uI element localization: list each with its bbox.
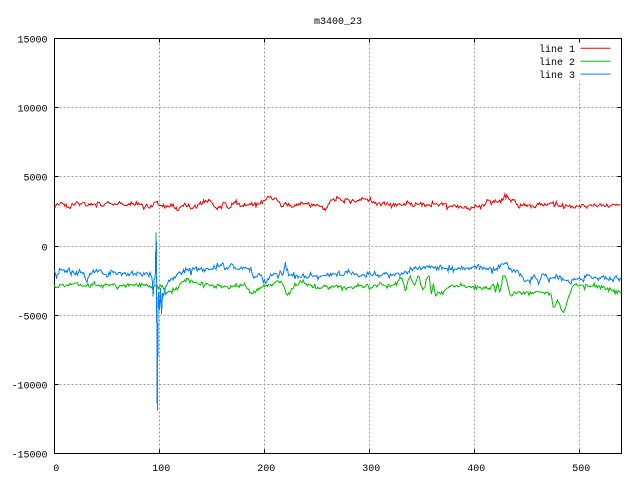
svg-text:5000: 5000 <box>23 173 47 184</box>
svg-text:200: 200 <box>257 464 275 475</box>
svg-text:-15000: -15000 <box>11 450 47 461</box>
svg-text:15000: 15000 <box>17 35 47 46</box>
svg-text:400: 400 <box>467 464 485 475</box>
svg-text:10000: 10000 <box>17 104 47 115</box>
svg-text:line 1: line 1 <box>539 44 575 56</box>
svg-text:m3400_23: m3400_23 <box>314 17 362 28</box>
svg-text:0: 0 <box>41 243 47 254</box>
svg-text:line 2: line 2 <box>539 57 575 69</box>
svg-text:100: 100 <box>152 464 170 475</box>
svg-text:500: 500 <box>572 464 590 475</box>
svg-text:-5000: -5000 <box>17 312 47 323</box>
svg-text:-10000: -10000 <box>11 381 47 392</box>
svg-text:line 3: line 3 <box>539 70 575 82</box>
svg-text:0: 0 <box>53 464 59 475</box>
svg-text:300: 300 <box>362 464 380 475</box>
